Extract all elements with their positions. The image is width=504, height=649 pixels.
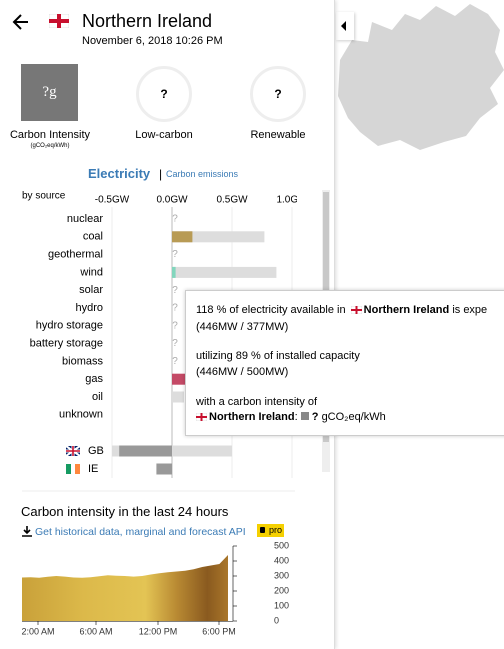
tooltip-text: gCO₂eq/kWh (321, 411, 386, 423)
api-link[interactable]: Get historical data, marginal and foreca… (35, 526, 246, 538)
x-tick-label: 2:00 AM (21, 626, 54, 636)
exchange-label: IE (88, 463, 98, 475)
flag-ni (196, 413, 207, 421)
x-tick-label: -0.5GW (95, 195, 130, 206)
flag-cross (66, 446, 80, 456)
production-label: by source (22, 191, 66, 202)
source-label: biomass (62, 355, 103, 367)
x-tick-label: 6:00 PM (202, 626, 236, 636)
missing-value: ? (172, 249, 178, 260)
collapse-icon (341, 21, 346, 31)
capacity-bar (172, 266, 277, 278)
flag-stripe (71, 464, 75, 474)
pro-text: pro (268, 525, 282, 535)
download-icon (22, 526, 32, 537)
tooltip-ci: ? (311, 411, 319, 423)
flag-ni (350, 306, 362, 314)
low-carbon-circle: ? (136, 66, 192, 122)
tooltip-line: with a carbon intensity of (196, 396, 318, 408)
tooltip-text: 118 % of electricity available in (196, 304, 346, 316)
pro-badge: pro (257, 524, 284, 537)
carbon-intensity-box: ?g (21, 64, 78, 121)
intensity-area (22, 555, 228, 621)
source-label: solar (79, 284, 103, 296)
x-tick-label: 12:00 PM (139, 626, 178, 636)
tooltip-zone: Northern Ireland (363, 304, 450, 316)
x-tick-label: 1.0GW (276, 195, 308, 206)
production-bars: -0.5GW 0.0GW 0.5GW 1.0GW??????? (95, 195, 308, 478)
missing-value: ? (172, 214, 178, 225)
source-label: geothermal (48, 249, 103, 261)
collapse-button[interactable] (336, 12, 354, 40)
source-label: hydro storage (36, 320, 103, 332)
x-tick-label: 0.0GW (156, 195, 188, 206)
land (338, 4, 504, 150)
metric-label: Low-carbon (135, 129, 193, 141)
y-tick-label: 200 (274, 585, 289, 595)
ci-swatch (300, 412, 309, 420)
source-label: unknown (59, 409, 103, 421)
capacity-bar (172, 391, 184, 403)
zone-title: Northern Ireland (82, 11, 213, 31)
flag-stripe (66, 464, 71, 474)
source-label: gas (85, 373, 103, 385)
metric-label: Carbon Intensity (9, 129, 91, 141)
y-tick-label: 400 (274, 555, 289, 565)
missing-value: ? (172, 320, 178, 331)
source-label: nuclear (67, 213, 103, 225)
back-button[interactable] (12, 13, 30, 31)
exchange-bar (119, 445, 172, 457)
metric-unit: (gCO₂eq/kWh) (30, 143, 70, 149)
source-label: oil (92, 391, 103, 403)
y-tick-label: 0 (274, 615, 279, 625)
flag-stripe (75, 464, 80, 474)
x-tick-label: 0.5GW (216, 195, 248, 206)
exchange-flag (66, 464, 80, 474)
history-chart: 0 100 200 300 400 500 2:00 AM 6:00 AM 12:00 PM 6:… (21, 540, 289, 636)
x-tick-label: 6:00 AM (79, 626, 112, 636)
tab-separator: | (159, 167, 163, 181)
history-title: Carbon intensity in the last 24 hours (21, 504, 229, 519)
source-label: hydro (75, 302, 103, 314)
y-tick-label: 100 (274, 600, 289, 610)
production-bar (172, 231, 193, 243)
source-label: coal (83, 231, 103, 243)
capacity-bar (172, 231, 265, 243)
tooltip-text: is expe (452, 304, 488, 316)
tooltip-line: Northern Ireland: ? gCO₂eq/kWh (196, 411, 386, 423)
flag-ni (49, 14, 69, 28)
y-tick-label: 300 (274, 570, 289, 580)
missing-value: ? (172, 285, 178, 296)
datetime: November 6, 2018 10:26 PM (82, 35, 223, 47)
tab-emissions[interactable]: Carbon emissions (166, 169, 239, 179)
source-label: wind (79, 266, 103, 278)
lock-icon (260, 527, 265, 533)
tooltip-line: (446MW / 377MW) (196, 321, 289, 333)
missing-value: ? (172, 303, 178, 314)
tooltip-line: utilizing 89 % of installed capacity (196, 350, 360, 362)
tooltip: 118 % of electricity available in Northe… (185, 290, 504, 436)
production-bar (172, 266, 176, 278)
missing-value: ? (172, 356, 178, 367)
exchange-flag (65, 445, 81, 457)
tooltip-line: 118 % of electricity available in Northe… (196, 304, 487, 316)
tooltip-zone: Northern Ireland (209, 411, 295, 423)
metric-label: Renewable (250, 129, 306, 141)
exchange-label: GB (88, 445, 104, 457)
exchange-bar (156, 463, 172, 475)
y-tick-label: 500 (274, 540, 289, 550)
tooltip-line: (446MW / 500MW) (196, 366, 289, 378)
source-label: battery storage (30, 338, 103, 350)
tab-electricity[interactable]: Electricity (88, 166, 151, 181)
tooltip-text: : (294, 411, 298, 423)
renewable-circle: ? (250, 66, 306, 122)
missing-value: ? (172, 338, 178, 349)
